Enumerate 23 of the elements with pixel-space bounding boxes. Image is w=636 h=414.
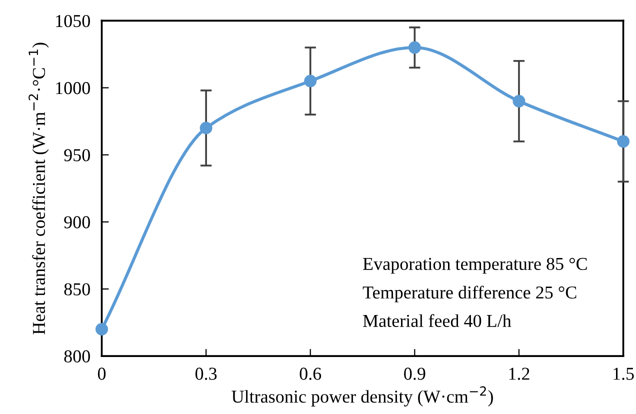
point	[200, 122, 212, 134]
y-tick-label: 950	[64, 149, 90, 162]
y-tick-label: 900	[64, 216, 90, 228]
point	[408, 41, 421, 54]
y-tick-label: 850	[64, 283, 90, 296]
y-tick-label: 1050	[56, 14, 90, 28]
x-axis-title: Ultrasonic power density (W·cm$^{−2}$)	[232, 386, 493, 406]
point	[304, 74, 317, 88]
x-tick-label: 1.5	[614, 368, 634, 380]
x-tick-label: 0.6	[300, 368, 322, 380]
x-tick-label: 0.3	[195, 368, 217, 380]
y-tick-label: 800	[64, 350, 90, 362]
point	[617, 135, 630, 148]
annotation: Material feed 40 L/h	[363, 314, 512, 328]
y-tick-label: 1000	[56, 82, 90, 94]
y-axis-title: Heat transfer coefficient (W·m$^{−2}$·°C$^{−1}$)	[28, 42, 49, 334]
annotation: Evaporation temperature 85 °C	[363, 258, 587, 274]
annotation: Temperature difference 25 °C	[362, 286, 576, 302]
x-tick-label: 0.9	[404, 368, 426, 380]
x-tick-label: 1.2	[509, 368, 530, 380]
point	[512, 94, 526, 108]
x-tick-label: 0	[98, 368, 106, 380]
point	[96, 322, 108, 336]
